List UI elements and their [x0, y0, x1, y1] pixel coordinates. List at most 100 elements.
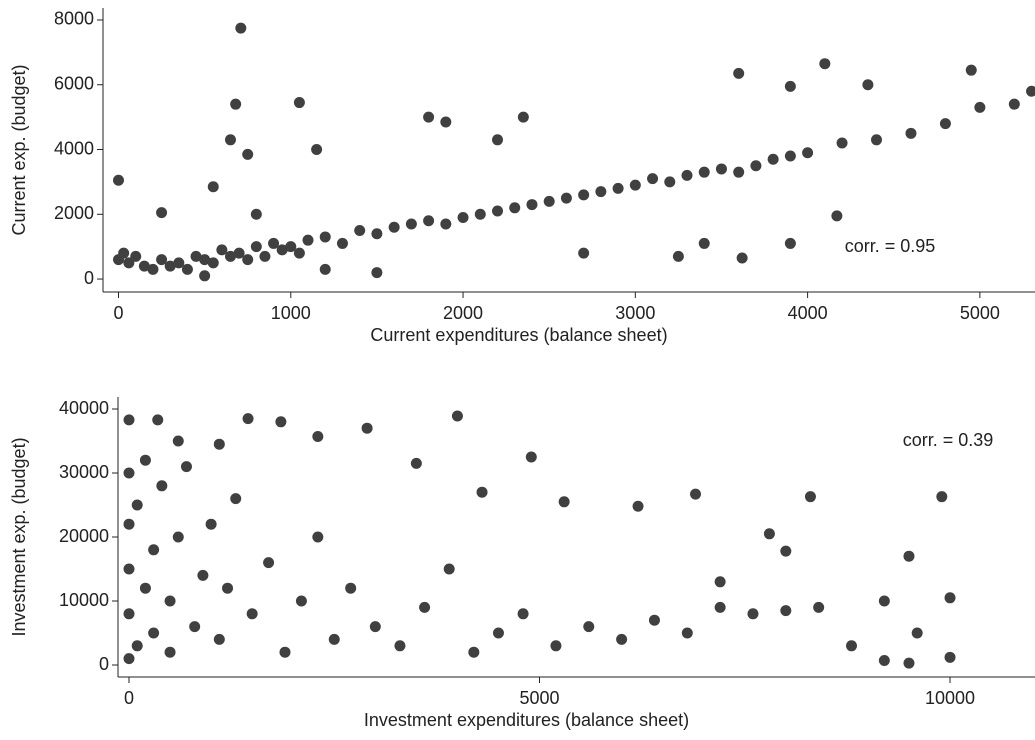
point [394, 640, 406, 652]
point [123, 257, 135, 269]
point [369, 621, 381, 633]
point [715, 163, 727, 175]
point [123, 653, 135, 665]
annotation: corr. = 0.95 [845, 236, 936, 256]
point [911, 627, 923, 639]
y-tick-label: 0 [84, 268, 94, 288]
point [974, 101, 986, 113]
point [647, 173, 659, 185]
point [736, 252, 748, 264]
point [130, 250, 142, 262]
point [780, 545, 792, 557]
point [311, 144, 323, 156]
point [388, 221, 400, 233]
y-tick-label: 0 [99, 654, 109, 674]
point [319, 263, 331, 275]
point [784, 150, 796, 162]
point [836, 137, 848, 149]
point [246, 608, 258, 620]
point [173, 257, 185, 269]
point [371, 267, 383, 279]
point [250, 208, 262, 220]
point [819, 58, 831, 70]
point [831, 210, 843, 222]
annotation: corr. = 0.39 [903, 430, 994, 450]
point [690, 488, 702, 500]
point [558, 496, 570, 508]
point [197, 569, 209, 581]
point [148, 627, 160, 639]
point [903, 657, 915, 669]
x-axis-label: Current expenditures (balance sheet) [370, 325, 667, 345]
point [199, 270, 211, 282]
x-tick-label: 5000 [519, 688, 559, 708]
y-axis-label: Investment exp. (budget) [9, 437, 29, 636]
x-tick-label: 10000 [925, 688, 975, 708]
point [492, 134, 504, 146]
point [268, 237, 280, 249]
x-tick-label: 0 [113, 303, 123, 323]
point [526, 199, 538, 211]
point [371, 228, 383, 240]
x-tick-label: 3000 [615, 303, 655, 323]
point [802, 147, 814, 159]
point [443, 563, 455, 575]
point [180, 461, 192, 473]
y-tick-label: 4000 [54, 138, 94, 158]
point [156, 207, 168, 219]
point [139, 582, 151, 594]
point [846, 640, 858, 652]
point [139, 454, 151, 466]
point [784, 237, 796, 249]
x-tick-label: 4000 [788, 303, 828, 323]
point [733, 67, 745, 79]
point [1008, 98, 1020, 110]
point [361, 422, 373, 434]
point [517, 608, 529, 620]
point [224, 250, 236, 262]
point [118, 247, 130, 259]
point [123, 467, 135, 479]
point [131, 640, 143, 652]
point [903, 550, 915, 562]
point [763, 528, 775, 540]
point [123, 518, 135, 530]
point [263, 557, 275, 569]
point [905, 127, 917, 139]
point [780, 605, 792, 617]
point [275, 416, 287, 428]
y-tick-label: 8000 [54, 9, 94, 29]
point [354, 224, 366, 236]
y-tick-label: 10000 [59, 590, 109, 610]
point [405, 218, 417, 230]
point [681, 169, 693, 181]
point [113, 174, 125, 186]
point [242, 413, 254, 425]
point [457, 212, 469, 224]
point [423, 111, 435, 123]
point [216, 244, 228, 256]
point [944, 592, 956, 604]
point [936, 491, 948, 503]
point [878, 655, 890, 667]
point [733, 166, 745, 178]
point [578, 247, 590, 259]
y-tick-label: 2000 [54, 203, 94, 223]
point [156, 480, 168, 492]
point [583, 621, 595, 633]
point [476, 486, 488, 498]
point [550, 640, 562, 652]
point [767, 153, 779, 165]
point [944, 651, 956, 663]
point [164, 646, 176, 658]
point [213, 633, 225, 645]
point [199, 254, 211, 266]
point [222, 582, 234, 594]
point [328, 633, 340, 645]
point [230, 493, 242, 505]
point [285, 241, 297, 253]
point [664, 176, 676, 188]
x-tick-label: 5000 [960, 303, 1000, 323]
point [612, 182, 624, 194]
